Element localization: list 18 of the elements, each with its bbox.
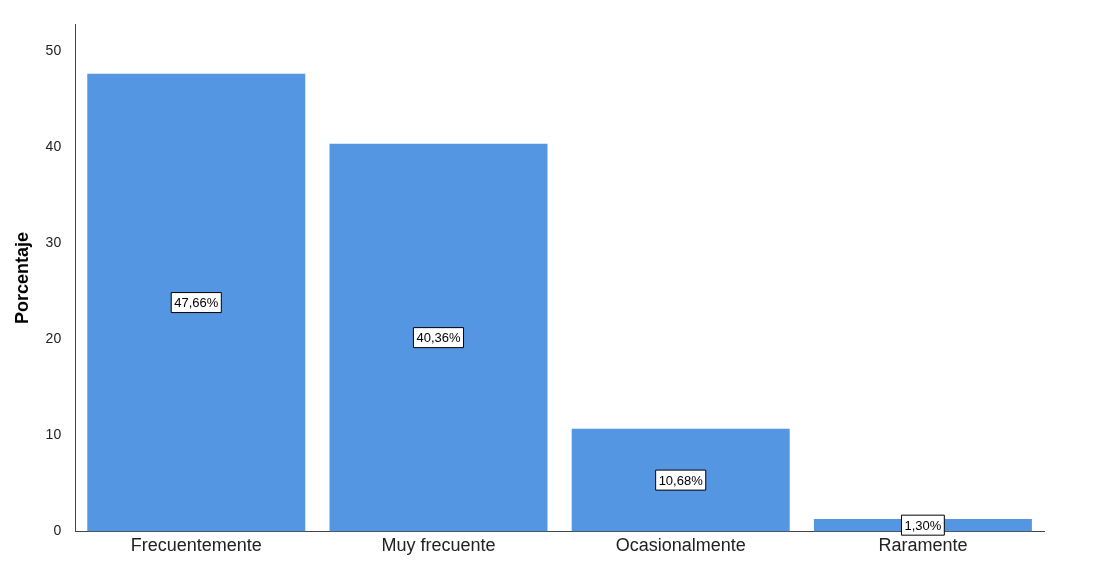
y-tick-label: 50 [45, 42, 62, 59]
data-label: 47,66% [174, 295, 219, 311]
x-tick-label: Frecuentemente [130, 535, 262, 556]
y-tick-label: 30 [45, 234, 62, 251]
x-tick-label: Raramente [878, 535, 968, 556]
x-tick-label: Ocasionalmente [615, 535, 746, 556]
data-label: 40,36% [416, 330, 461, 346]
x-tick-label: Muy frecuente [381, 535, 496, 556]
y-tick-label: 10 [45, 426, 62, 443]
y-axis-title: Porcentaje [11, 231, 32, 324]
data-label: 10,68% [658, 472, 704, 488]
y-tick-label: 20 [45, 330, 62, 347]
bar [87, 73, 306, 532]
y-tick-label: 0 [53, 522, 62, 539]
bar [329, 143, 548, 532]
data-label: 1,30% [904, 517, 942, 533]
bar [571, 428, 790, 532]
y-tick-label: 40 [45, 138, 62, 155]
